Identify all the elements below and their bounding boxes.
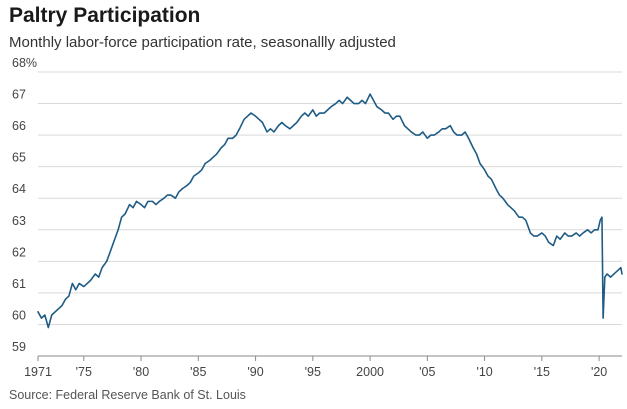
x-tick-label: '80 — [133, 365, 149, 379]
grid-lines — [38, 71, 622, 357]
x-tick-label: '90 — [247, 365, 263, 379]
y-tick-label: 68% — [12, 56, 37, 70]
x-axis-ticks — [37, 356, 600, 361]
axis-labels: 68% 67 66 65 64 63 62 61 60 59 1971 '75 '80 '85 '90 '95… — [12, 56, 607, 379]
series-line — [37, 93, 623, 329]
chart-subtitle: Monthly labor-force participation rate, … — [9, 34, 396, 51]
x-tick-label: '05 — [419, 365, 435, 379]
y-tick-label: 64 — [12, 182, 26, 196]
y-tick-label: 60 — [12, 308, 26, 322]
x-tick-label: '15 — [534, 365, 550, 379]
y-tick-label: 61 — [12, 277, 26, 291]
chart-title: Paltry Participation — [9, 4, 201, 27]
x-tick-label: 1971 — [24, 365, 52, 379]
x-tick-label: '85 — [190, 365, 206, 379]
chart-source: Source: Federal Reserve Bank of St. Loui… — [9, 388, 246, 402]
x-tick-label: '10 — [476, 365, 492, 379]
x-tick-label: '20 — [591, 365, 607, 379]
y-tick-label: 62 — [12, 245, 26, 259]
y-tick-label: 63 — [12, 214, 26, 228]
series-lines — [37, 93, 623, 329]
x-tick-label: '75 — [76, 365, 92, 379]
x-tick-label: '95 — [305, 365, 321, 379]
y-tick-label: 67 — [12, 88, 26, 102]
y-tick-label: 59 — [12, 340, 26, 354]
y-tick-label: 66 — [12, 119, 26, 133]
y-tick-label: 65 — [12, 151, 26, 165]
x-tick-label: 2000 — [356, 365, 384, 379]
